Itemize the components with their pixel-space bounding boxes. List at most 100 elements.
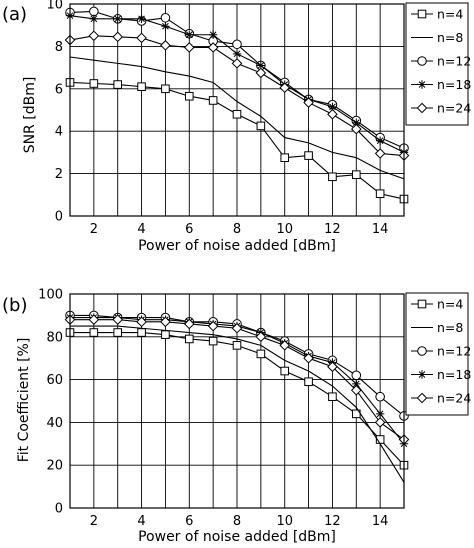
snr-series-n-12-point <box>232 39 242 50</box>
fit-series-n-24-point <box>160 316 171 328</box>
snr-legend-marker <box>417 9 427 19</box>
snr-series-n-4-point <box>328 172 337 182</box>
snr-legend-entry: n=12 <box>411 54 471 69</box>
snr-x-tick-label: 10 <box>276 222 293 237</box>
fit-series-n-24 <box>64 314 410 445</box>
snr-series-n-24-point <box>183 42 195 53</box>
snr-series-n-4-point <box>161 84 170 94</box>
snr-series-n-4-point <box>232 109 242 119</box>
fit-legend-entry: n=24 <box>411 391 471 406</box>
snr-series-n-12-point <box>160 12 171 23</box>
snr-x-axis-label: Power of noise added [dBm] <box>138 238 336 254</box>
snr-series-n-24-point <box>303 97 314 108</box>
fit-legend-label: n=24 <box>437 391 471 406</box>
snr-series-n-24-point <box>279 82 291 94</box>
panel-a-label: (a) <box>2 4 27 25</box>
snr-plot-frame <box>69 3 405 217</box>
fit-series-n-4-point <box>137 328 146 337</box>
snr-legend: n=4 n=8 n=12 n=18 n=24 <box>405 2 471 126</box>
snr-series-n-24-point <box>327 108 338 120</box>
snr-series-n-24-point <box>88 30 100 42</box>
snr-legend-entry: n=24 <box>411 101 471 116</box>
fit-y-axis-label: Fit Coefficient [%] <box>16 338 32 463</box>
fit-y-tick-label: 40 <box>46 416 63 431</box>
snr-y-axis-label: SNR [dBm] <box>22 77 38 154</box>
fit-x-tick-label: 8 <box>233 514 241 529</box>
fit-legend-box <box>405 292 469 416</box>
fit-series-n-12-point <box>351 370 362 381</box>
fit-legend-label: n=4 <box>437 297 463 312</box>
fit-series-n-24-point <box>231 322 243 334</box>
fit-x-axis-label: Power of noise added [dBm] <box>138 529 336 545</box>
snr-series-n-4 <box>65 78 409 204</box>
fit-series-n-8 <box>70 325 405 483</box>
fit-legend-label: n=8 <box>437 320 463 335</box>
snr-series-n-4-point <box>256 121 266 131</box>
snr-series-n-24-point <box>112 31 124 43</box>
snr-series-n-4-point <box>89 79 99 88</box>
snr-series-n-12-point <box>89 6 99 17</box>
fit-series-n-4-point <box>161 330 170 339</box>
snr-legend-entry: n=8 <box>411 30 463 45</box>
snr-x-tick-label: 12 <box>324 222 341 237</box>
snr-legend-label: n=8 <box>437 30 463 45</box>
fit-series-n-12-point <box>375 391 385 402</box>
fit-series-n-4-point <box>280 366 290 376</box>
fit-series-n-24-point <box>327 361 338 373</box>
snr-series-n-4-point <box>113 80 123 89</box>
fit-legend-marker <box>417 346 427 356</box>
snr-series-n-18-point <box>89 14 99 24</box>
snr-series-n-18-point <box>185 30 194 39</box>
snr-x-tick-label: 4 <box>137 222 145 237</box>
snr-legend-marker <box>416 102 428 114</box>
fit-coefficient-chart: (b) 2 4 6 8 10 12 14 0 20 40 60 80 100 Power of noi… <box>2 288 471 546</box>
snr-series-n-18-point <box>328 102 337 112</box>
fit-series-n-24-point <box>279 340 291 351</box>
snr-legend-entry: n=4 <box>411 7 463 22</box>
fit-series-n-24-point <box>207 320 219 332</box>
snr-legend-label: n=18 <box>437 77 471 92</box>
snr-series-n-18-point <box>352 118 361 127</box>
fit-x-ticks: 2 4 6 8 10 12 14 <box>90 514 389 529</box>
fit-legend-label: n=12 <box>437 344 471 359</box>
fit-legend-label: n=18 <box>437 367 471 382</box>
fit-series-n-4-point <box>208 336 218 346</box>
fit-series-n-4 <box>65 328 409 470</box>
snr-series-n-4-point <box>280 153 290 162</box>
fit-series-n-18-point <box>352 379 361 389</box>
panel-b-label: (b) <box>2 295 27 316</box>
snr-series-n-24-point <box>207 42 219 53</box>
fit-series-n-24-point <box>88 314 100 325</box>
fit-legend-marker <box>417 370 427 379</box>
snr-series-n-4-point <box>208 96 218 105</box>
snr-series-n-24-point <box>374 148 386 159</box>
snr-series-n-24 <box>64 30 410 161</box>
snr-series-n-4-point <box>137 82 146 91</box>
fit-x-tick-label: 10 <box>276 514 293 529</box>
fit-series-n-4-point <box>184 334 194 344</box>
snr-grid <box>69 3 405 217</box>
snr-series-n-8-line <box>69 56 405 180</box>
snr-series-n-18-point <box>208 30 218 39</box>
snr-series-n-4-point <box>184 91 194 101</box>
fit-legend-entry: n=4 <box>411 297 463 312</box>
snr-x-tick-label: 6 <box>185 222 193 237</box>
snr-y-tick-label: 0 <box>55 210 63 225</box>
snr-series-n-24-point <box>160 40 171 51</box>
snr-series-n-18-point <box>113 14 122 24</box>
snr-y-tick-label: 10 <box>46 0 63 13</box>
fit-x-tick-label: 14 <box>372 514 389 529</box>
snr-series-n-4-point <box>351 170 361 179</box>
fit-y-tick-label: 20 <box>46 459 63 474</box>
fit-legend-entry: n=12 <box>411 344 471 359</box>
fit-y-tick-label: 80 <box>46 330 63 345</box>
fit-plot-frame <box>69 293 405 509</box>
fit-x-tick-label: 6 <box>185 514 193 529</box>
snr-series-n-4-point <box>304 151 313 160</box>
snr-legend-label: n=4 <box>437 7 463 22</box>
snr-x-tick-label: 2 <box>90 222 98 237</box>
snr-series-n-24-point <box>255 67 267 79</box>
fit-series-n-4-point <box>232 341 242 350</box>
fit-x-tick-label: 12 <box>324 514 341 529</box>
